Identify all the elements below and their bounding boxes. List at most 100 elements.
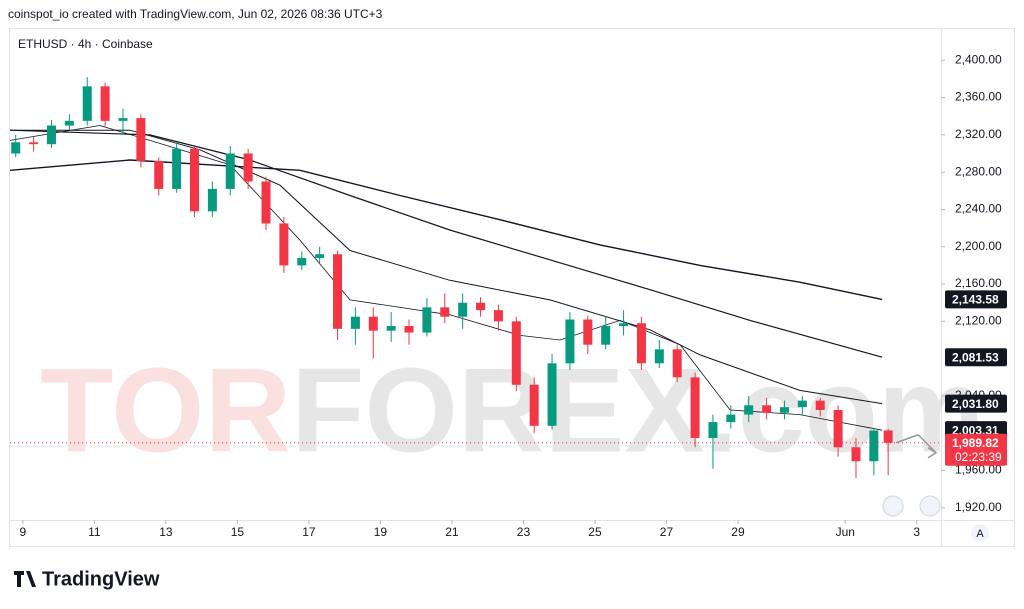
moving-average: [9, 159, 883, 301]
plot: [9, 77, 940, 479]
candle-body: [11, 142, 21, 154]
price-tag: [945, 433, 1007, 466]
candle-body: [82, 86, 92, 121]
y-tick-label: 2,200.00: [955, 239, 1002, 253]
auto-button-bg[interactable]: [971, 524, 989, 542]
x-tick-label: 15: [231, 525, 245, 539]
candle-body: [726, 414, 736, 423]
candle-body: [118, 118, 128, 121]
x-tick-label: 29: [731, 525, 745, 539]
y-tick-label: 1,920.00: [955, 500, 1002, 514]
candle-body: [797, 400, 807, 408]
x-tick-label: 25: [588, 525, 602, 539]
candle-body: [458, 302, 468, 317]
candle-body: [297, 257, 307, 266]
candle-body: [189, 148, 199, 212]
candle-body: [225, 153, 235, 189]
y-tick-label: 2,400.00: [955, 52, 1002, 66]
candle-body: [333, 254, 343, 329]
candle-body: [46, 125, 56, 145]
candle-body: [100, 86, 110, 121]
x-tick-label: 23: [517, 525, 531, 539]
x-tick-label: 17: [302, 525, 316, 539]
candle-body: [672, 349, 682, 378]
candle-body: [154, 160, 164, 189]
y-tick-label: 2,240.00: [955, 202, 1002, 216]
x-tick-label: 27: [660, 525, 674, 539]
ma-price-label: 2,143.58: [952, 293, 999, 307]
candle-body: [511, 321, 521, 385]
candle-body: [636, 323, 646, 364]
candle-body: [619, 323, 629, 327]
countdown: 02:23:39: [955, 450, 1002, 464]
y-tick-label: 1,960.00: [955, 463, 1002, 477]
moving-average: [9, 125, 883, 431]
y-tick-label: 2,160.00: [955, 276, 1002, 290]
candle-body: [565, 319, 575, 364]
candle-body: [172, 148, 182, 189]
candle-body: [869, 430, 879, 462]
projection-arrow: [895, 434, 938, 459]
candle-body: [833, 409, 843, 448]
candle-body: [315, 254, 325, 258]
candle-body: [64, 120, 74, 126]
axes: 1,920.001,960.002,040.002,120.002,160.00…: [20, 52, 1007, 539]
x-tick-label: 3: [913, 525, 920, 539]
ma-price-tag: [945, 394, 1007, 413]
candle-body: [779, 407, 789, 413]
y-tick-label: 2,320.00: [955, 127, 1002, 141]
candle-body: [601, 326, 611, 345]
y-tick-label: 2,280.00: [955, 164, 1002, 178]
brand-logo: [14, 571, 36, 587]
candle-body: [883, 430, 893, 443]
x-tick-label: Jun: [836, 525, 855, 539]
y-tick-label: 2,360.00: [955, 90, 1002, 104]
y-tick-label: 2,120.00: [955, 314, 1002, 328]
candle-body: [493, 310, 503, 322]
x-tick-label: 21: [445, 525, 459, 539]
candle-body: [815, 400, 825, 410]
candle-body: [404, 326, 414, 333]
brand-name: TradingView: [42, 568, 160, 590]
x-tick-label: 9: [20, 525, 27, 539]
ma-price-tag: [945, 348, 1007, 367]
candle-body: [762, 405, 772, 413]
candle-body: [547, 363, 557, 426]
candle-body: [529, 384, 539, 426]
x-tick-label: 11: [88, 525, 101, 539]
candle-body: [476, 302, 486, 311]
candle-body: [583, 319, 593, 345]
ma-price-tag: [945, 290, 1007, 309]
candle-body: [136, 118, 146, 161]
candle-body: [440, 307, 450, 317]
x-tick-label: 13: [159, 525, 173, 539]
auto-button[interactable]: A: [976, 528, 984, 540]
candle-body: [422, 307, 432, 333]
candle-body: [744, 405, 754, 415]
watermark-right: FOREX.com: [291, 344, 984, 478]
x-tick-label: 19: [374, 525, 388, 539]
watermark-left: TOR: [40, 344, 291, 478]
watermark: TOR FOREX.com: [40, 344, 985, 478]
candle-body: [243, 153, 253, 182]
price-label: 1,989.82: [952, 436, 999, 450]
candle-body: [29, 142, 39, 145]
symbol-label: ETHUSD · 4h · Coinbase: [18, 37, 153, 51]
candle-body: [279, 223, 289, 266]
candle-body: [207, 188, 217, 212]
header-caption: coinspot_io created with TradingView.com…: [8, 7, 383, 21]
candle-body: [690, 377, 700, 438]
ma-price-label: 2,081.53: [952, 350, 999, 364]
candle-body: [350, 316, 360, 329]
candle-body: [386, 326, 396, 331]
candle-body: [261, 181, 271, 224]
event-icon: [919, 495, 941, 517]
event-icon: [882, 495, 904, 517]
candle-body: [654, 349, 664, 364]
chart-frame: [9, 28, 1015, 547]
candle-body: [708, 422, 718, 438]
moving-average: [9, 129, 883, 358]
